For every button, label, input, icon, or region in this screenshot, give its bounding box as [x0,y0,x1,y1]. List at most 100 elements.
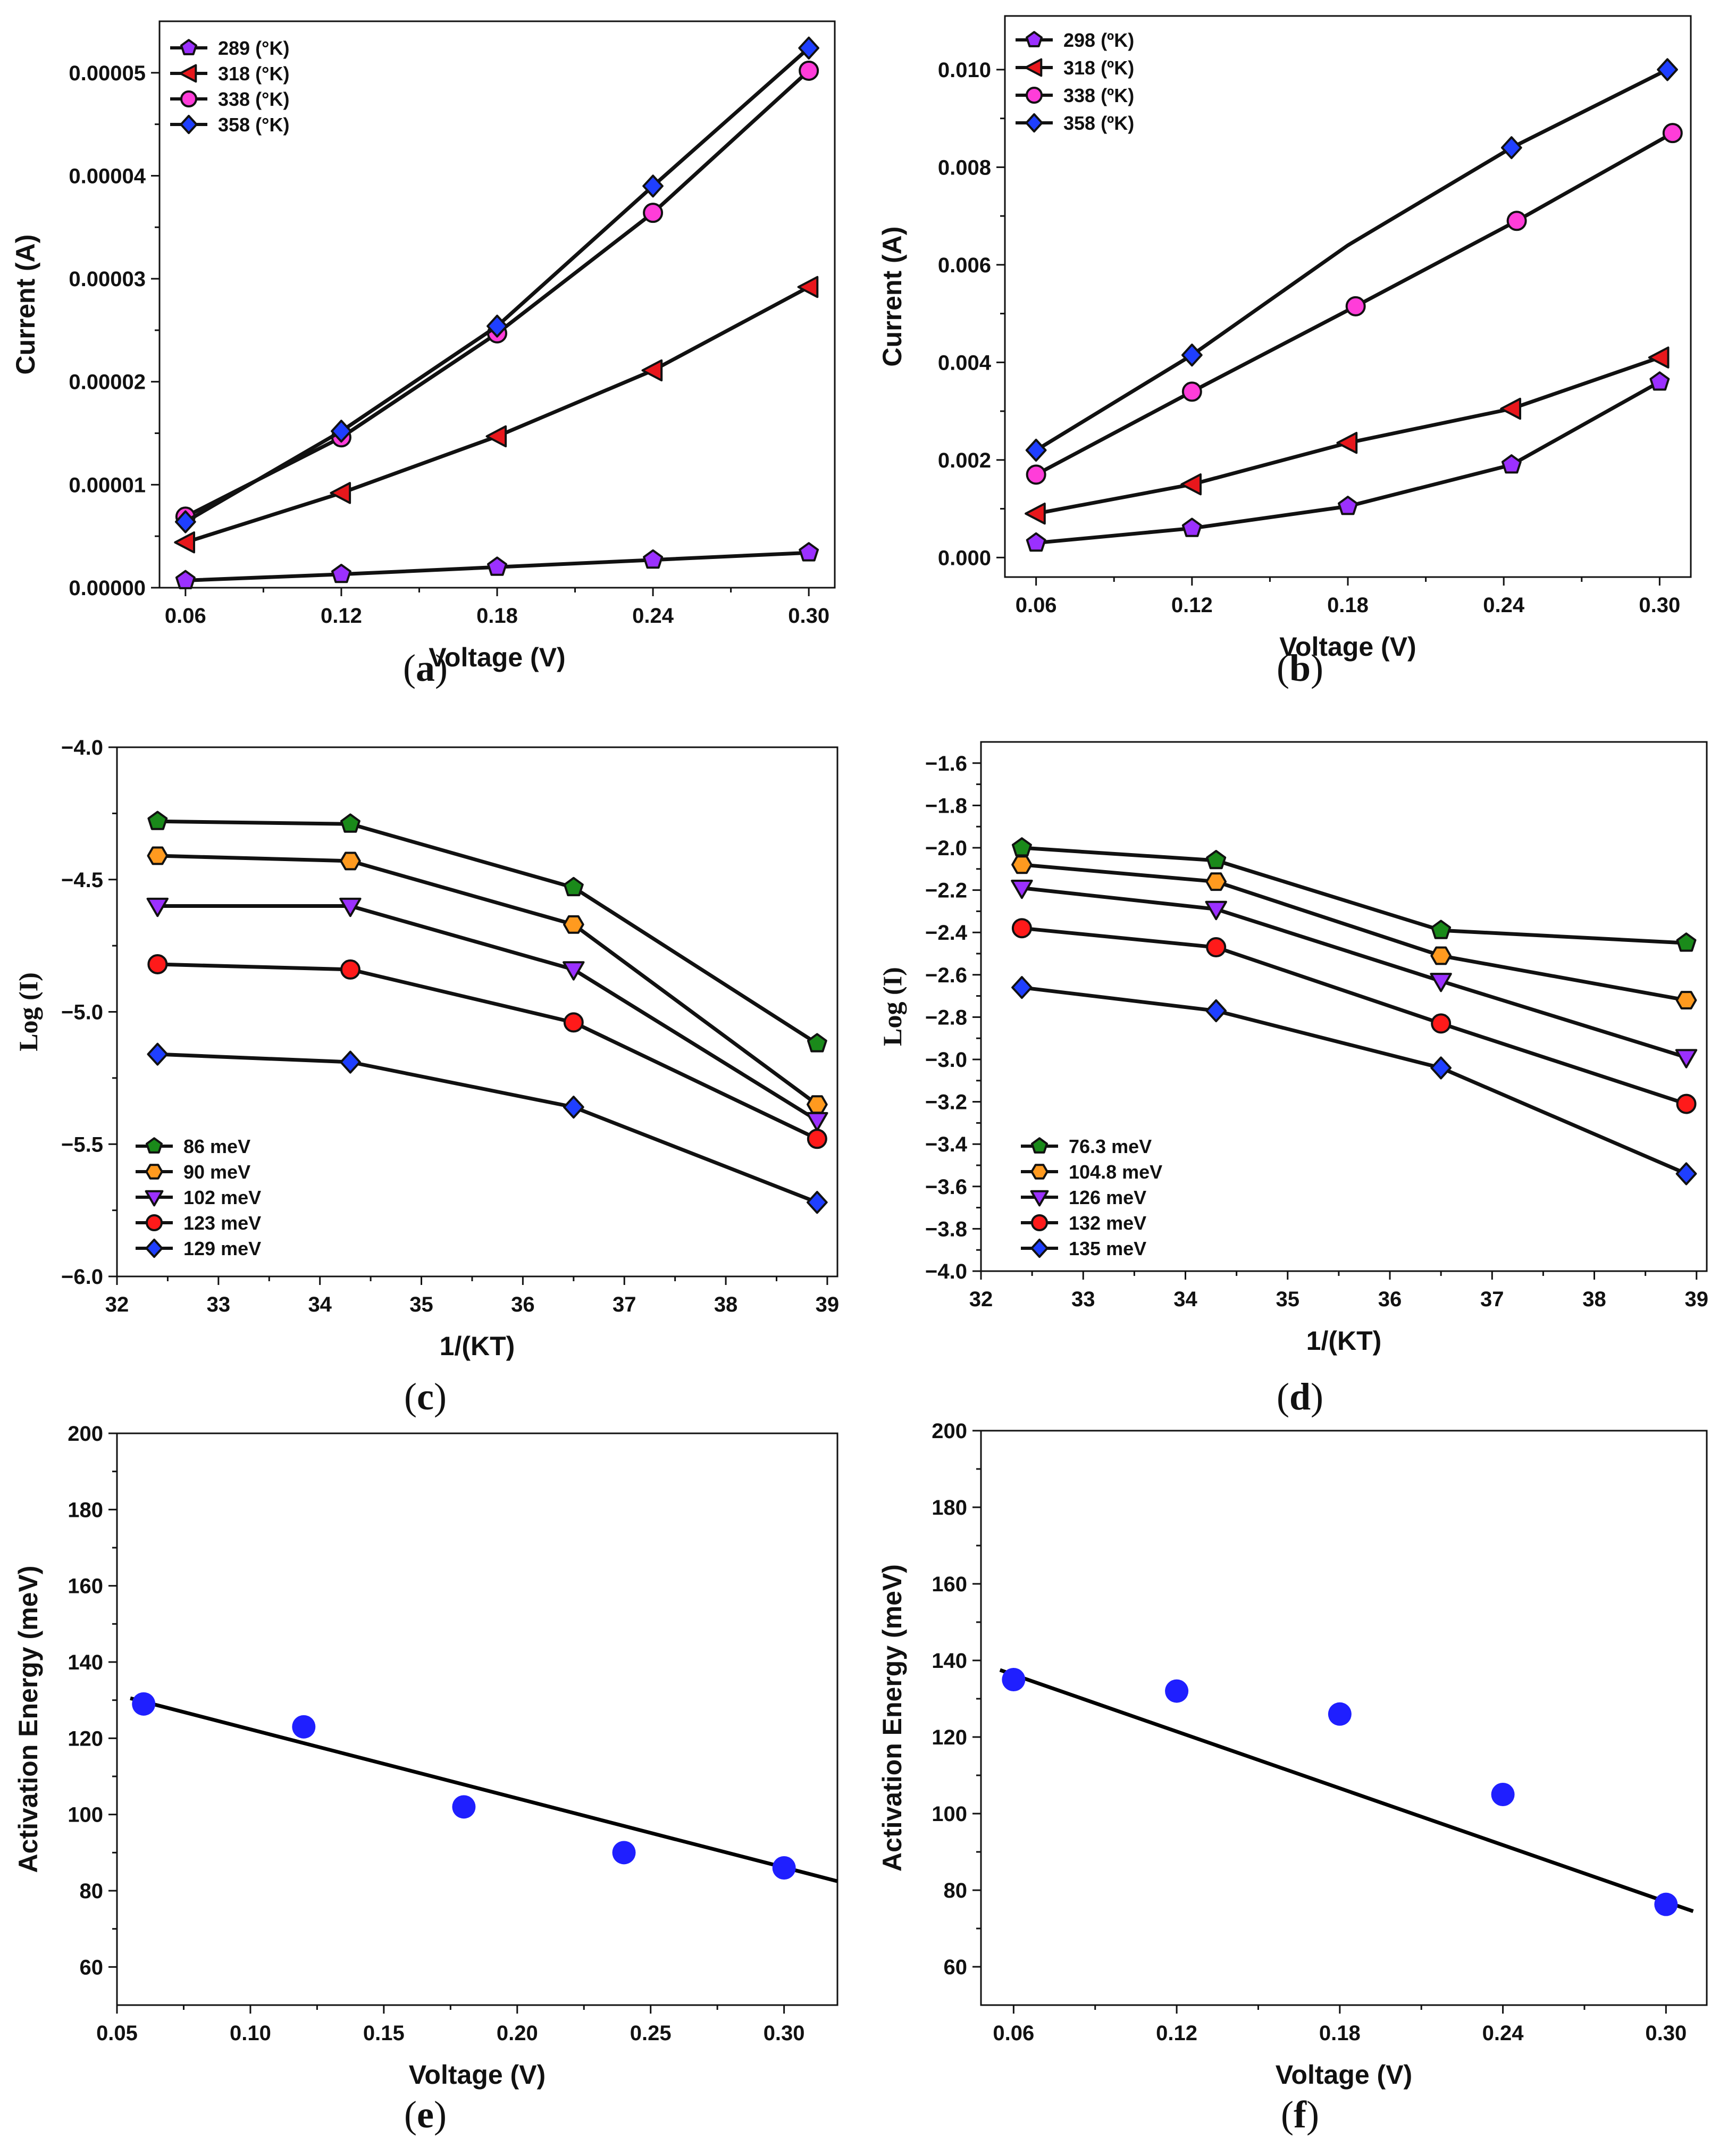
data-point [1676,1093,1697,1114]
y-tick-label: −2.2 [925,879,967,903]
y-tick-label: −2.4 [925,921,968,945]
x-tick-label: 33 [1071,1288,1095,1311]
y-tick-label: 0.010 [938,59,991,82]
caption-open: ( [404,1375,417,1418]
data-point [1654,1892,1678,1916]
y-tick-label: 0.00004 [69,164,146,188]
data-point [1205,872,1227,891]
y-tick-label: −2.6 [925,964,967,987]
y-tick-label: 0.00003 [69,268,146,291]
x-tick-label: 0.15 [363,2022,405,2045]
series-line [1036,380,1661,545]
data-point [1491,1783,1515,1806]
panel-b: 0.06 0.12 0.18 0.24 0.30 0.000 0.002 0.004 0.006… [877,15,1692,689]
y-tick-label: 100 [68,1804,103,1827]
x-tick-label: 0.30 [1645,2022,1687,2045]
legend-label: 338 (°K) [218,88,289,110]
x-tick-label: 0.24 [1482,2022,1524,2045]
y-axis-ticks: −4.0 −3.8 −3.6 −3.4 −3.2 −3.0 −2.8 −2.6 −2.4 −2.2… [925,752,981,1283]
y-tick-label: 140 [68,1651,103,1674]
data-point [1675,1162,1697,1185]
y-tick-label: 0.00001 [69,473,146,497]
caption-letter: e [417,2093,434,2136]
x-axis-label: Voltage (V) [1276,2060,1412,2090]
data-point [1430,1056,1452,1080]
legend: 298 (ºK) 318 (ºK) 338 (ºK) 358 (ºK) [1016,29,1134,134]
legend-label: 132 meV [1069,1212,1146,1234]
x-tick-label: 0.18 [1327,594,1369,617]
series-2 [146,897,828,1132]
legend-label: 86 meV [183,1136,250,1157]
data-point [487,314,508,338]
x-tick-label: 36 [511,1293,535,1316]
data-point [146,897,169,917]
y-tick-label: −3.6 [925,1175,967,1199]
y-tick-label: 200 [932,1420,967,1443]
series-line [157,962,818,1141]
caption-close: ) [1306,2093,1319,2136]
data-point [1026,464,1046,485]
series-1 [174,275,819,554]
x-axis-ticks: 0.06 0.12 0.18 0.24 0.30 [1016,577,1680,617]
y-tick-label: 0.00005 [69,62,146,85]
data-point [330,482,351,504]
caption-letter: a [416,647,435,689]
y-tick-label: 0.006 [938,254,991,277]
caption-open: ( [1277,1375,1289,1418]
data-point [1025,438,1047,462]
data-point [1657,58,1678,81]
series-2 [1011,880,1698,1068]
x-tick-label: 0.20 [497,2022,538,2045]
data-point [807,1033,827,1053]
x-tick-label: 0.12 [321,604,362,628]
caption-open: ( [404,2093,417,2136]
data-point [1501,136,1522,160]
data-point [1345,296,1366,316]
data-point [799,542,819,562]
panel-e: 0.05 0.10 0.15 0.20 0.25 0.30 60 80 100 120 140 160… [13,1422,838,2136]
y-axis-label: Activation Energy (meV) [13,1566,43,1873]
x-axis-label: 1/(KT) [1306,1326,1382,1356]
data-point [1338,496,1358,515]
data-point [331,564,351,583]
fit-line [999,1668,1694,1913]
caption-letter: c [417,1375,434,1418]
data-point [772,1856,796,1880]
x-tick-label: 0.30 [788,604,829,628]
data-point [487,556,507,576]
data-point [797,275,819,298]
legend-label: 135 meV [1069,1238,1146,1259]
data-point [1011,837,1032,857]
caption-open: ( [403,647,416,689]
y-tick-label: 200 [68,1422,103,1446]
x-tick-label: 39 [1685,1288,1709,1311]
x-axis-ticks: 0.06 0.12 0.18 0.24 0.30 [993,2005,1687,2045]
y-axis-ticks: 60 80 100 120 140 160 180 200 [932,1420,981,1979]
y-tick-label: 60 [80,1956,104,1979]
legend-marker [1030,1190,1049,1207]
x-tick-label: 36 [1378,1288,1402,1311]
series-1 [1011,855,1697,1009]
legend-marker [1031,1214,1048,1231]
y-tick-label: 60 [944,1956,968,1979]
legend: 86 meV 90 meV 102 meV 123 meV 129 meV [136,1136,261,1259]
legend-label: 123 meV [183,1212,261,1234]
data-point [807,1191,828,1214]
data-point [147,846,169,865]
x-tick-label: 0.30 [1639,594,1680,617]
data-point [1648,346,1670,369]
series-line [1035,68,1668,452]
data-point [1026,532,1046,552]
x-tick-label: 0.06 [165,604,206,628]
x-axis-label: 1/(KT) [440,1331,515,1361]
data-point [563,876,584,897]
x-tick-label: 0.12 [1156,2022,1197,2045]
y-axis-ticks: 0.000 0.002 0.004 0.006 0.008 0.010 [938,59,1005,570]
y-tick-label: 180 [68,1498,103,1522]
panel-caption: (d) [1277,1375,1323,1418]
panel-f: 0.06 0.12 0.18 0.24 0.30 60 80 100 120 140 160 180 2… [877,1420,1708,2136]
series-line [184,69,810,519]
y-tick-label: −3.8 [925,1217,967,1241]
y-tick-label: −3.4 [925,1133,968,1156]
